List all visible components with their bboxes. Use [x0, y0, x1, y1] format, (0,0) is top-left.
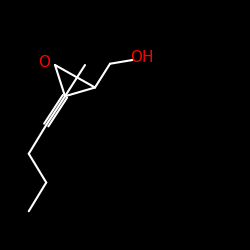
Text: OH: OH	[130, 50, 154, 65]
Text: O: O	[38, 55, 50, 70]
